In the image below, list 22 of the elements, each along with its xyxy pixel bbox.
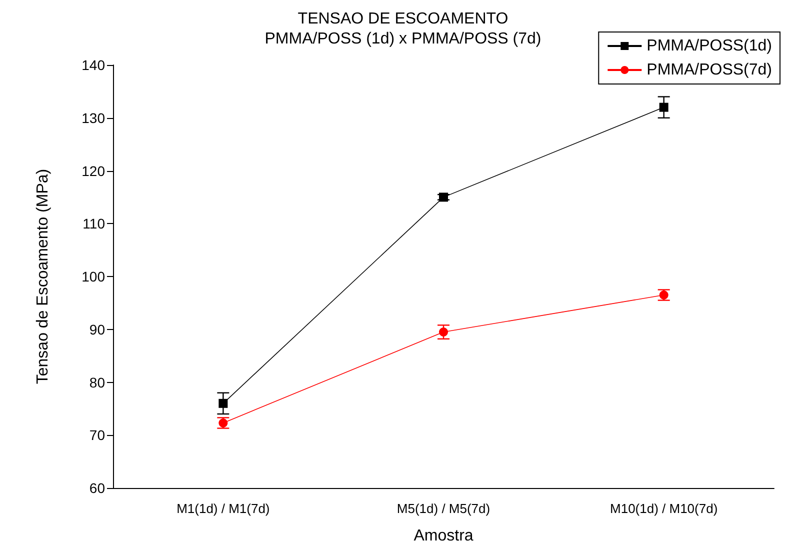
legend-label: PMMA/POSS(1d) (646, 38, 772, 54)
y-tick-label: 140 (82, 57, 106, 73)
y-tick-label: 130 (82, 110, 106, 126)
y-tick-label: 60 (89, 480, 106, 496)
point (439, 192, 448, 202)
y-tick-label: 110 (82, 216, 106, 232)
y-tick-label: 90 (89, 321, 106, 338)
x-axis-title: Amostra (414, 528, 474, 544)
y-tick-label: 80 (89, 374, 106, 390)
y-tick-label: 70 (89, 427, 106, 444)
chart-subtitle: PMMA/POSS (1d) x PMMA/POSS (7d) (264, 30, 542, 48)
x-tick-label: M10(1d) / M10(7d) (610, 501, 718, 516)
chart-title: TENSAO DE ESCOAMENTO (298, 10, 508, 28)
y-tick-label: 120 (82, 162, 106, 179)
x-tick-label: M1(1d) / M1(7d) (176, 501, 270, 516)
y-tick-label: 100 (82, 268, 106, 284)
point (659, 102, 668, 112)
point (439, 328, 448, 337)
legend-label: PMMA/POSS(7d) (646, 62, 772, 78)
point (218, 398, 228, 408)
y-axis-title: Tensao de Escoamento (MPa) (34, 168, 52, 384)
x-tick-label: M5(1d) / M5(7d) (396, 501, 490, 516)
